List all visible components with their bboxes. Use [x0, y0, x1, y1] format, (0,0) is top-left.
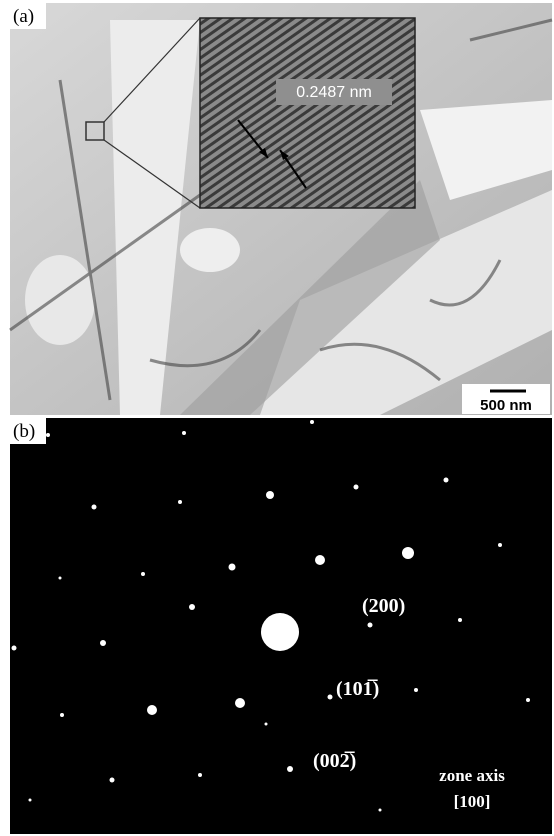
spot	[315, 555, 325, 565]
figure: 0.2487 nm (a) 500 nm	[0, 0, 554, 836]
spot	[526, 698, 530, 702]
hole	[25, 255, 95, 345]
hole	[180, 228, 240, 272]
spot	[266, 491, 274, 499]
spot	[46, 433, 50, 437]
spot	[147, 705, 157, 715]
spot	[229, 564, 236, 571]
panel-b: (b) (200) (101̅) (002̅) zone axis [100]	[10, 418, 552, 834]
spot	[444, 478, 449, 483]
zone-axis-title: zone axis	[439, 766, 505, 785]
spot	[178, 500, 182, 504]
spot	[29, 799, 32, 802]
spot	[414, 688, 418, 692]
spot	[60, 713, 64, 717]
spot	[310, 420, 314, 424]
spot	[265, 723, 268, 726]
reflection-label: (002̅)	[313, 750, 356, 772]
spot	[354, 485, 359, 490]
spot	[287, 766, 293, 772]
zone-axis: [100]	[454, 792, 491, 811]
spot	[189, 604, 195, 610]
spot	[92, 505, 97, 510]
spot	[235, 698, 245, 708]
spot	[261, 613, 299, 651]
reflection-label: (200)	[362, 595, 405, 617]
panel-label: (b)	[13, 421, 35, 442]
page: 0.2487 nm (a) 500 nm	[0, 0, 554, 836]
spot	[59, 577, 62, 580]
spot	[458, 618, 462, 622]
spot	[110, 778, 115, 783]
spot	[12, 646, 17, 651]
panel-a: 0.2487 nm (a) 500 nm	[10, 3, 552, 415]
spot	[402, 547, 414, 559]
spot	[182, 431, 186, 435]
lattice-spacing: 0.2487 nm	[296, 84, 372, 101]
spot	[141, 572, 145, 576]
panel-label: (a)	[13, 6, 34, 27]
reflection-label: (101̅)	[336, 678, 379, 700]
spot	[328, 695, 333, 700]
scale-bar-label: 500 nm	[480, 397, 532, 414]
hrtem-inset	[200, 18, 415, 208]
spot	[498, 543, 502, 547]
spot	[379, 809, 382, 812]
spot	[368, 623, 373, 628]
spot	[100, 640, 106, 646]
spot	[198, 773, 202, 777]
